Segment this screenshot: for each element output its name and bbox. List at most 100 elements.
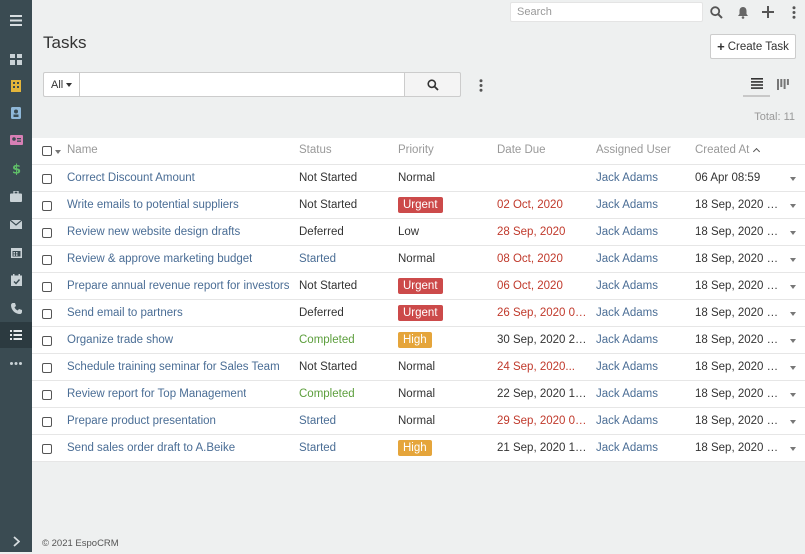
assigned-user-link[interactable]: Jack Adams [596, 253, 658, 265]
row-checkbox[interactable] [42, 444, 52, 454]
row-checkbox[interactable] [42, 363, 52, 373]
priority-badge: Urgent [398, 305, 443, 321]
more-icon[interactable] [0, 350, 32, 376]
task-name-link[interactable]: Prepare annual revenue report for invest… [67, 280, 290, 292]
task-status: Deferred [299, 307, 344, 319]
task-name-link[interactable]: Organize trade show [67, 334, 174, 346]
row-checkbox[interactable] [42, 174, 52, 184]
filter-preset-dropdown[interactable]: All [43, 72, 79, 97]
row-checkbox[interactable] [42, 201, 52, 211]
priority-badge: Urgent [398, 278, 443, 294]
kanban-view-icon[interactable] [772, 72, 794, 97]
cases-icon[interactable] [0, 183, 32, 209]
assigned-user-link[interactable]: Jack Adams [596, 226, 658, 238]
column-header-priority[interactable]: Priority [398, 144, 434, 156]
chevron-down-icon [66, 83, 73, 87]
create-task-button[interactable]: + Create Task [710, 34, 796, 59]
task-created-at: 18 Sep, 2020 06... [695, 307, 782, 319]
row-actions-dropdown-icon[interactable] [790, 366, 796, 370]
assigned-user-link[interactable]: Jack Adams [596, 442, 658, 454]
row-checkbox[interactable] [42, 417, 52, 427]
filter-search-input[interactable] [79, 72, 405, 97]
row-actions-dropdown-icon[interactable] [790, 204, 796, 208]
task-created-at: 18 Sep, 2020 06... [695, 442, 782, 454]
row-checkbox[interactable] [42, 390, 52, 400]
collapse-icon[interactable] [0, 528, 32, 554]
assigned-user-link[interactable]: Jack Adams [596, 172, 658, 184]
calls-icon[interactable] [0, 295, 32, 321]
row-actions-dropdown-icon[interactable] [790, 339, 796, 343]
table-row: Prepare product presentation Started Norma… [32, 408, 805, 435]
column-header-date-due[interactable]: Date Due [497, 144, 546, 156]
accounts-icon[interactable] [0, 73, 32, 99]
row-actions-dropdown-icon[interactable] [790, 420, 796, 424]
assigned-user-link[interactable]: Jack Adams [596, 334, 658, 346]
list-view-icon[interactable] [743, 72, 770, 97]
assigned-user-link[interactable]: Jack Adams [596, 199, 658, 211]
task-created-at: 18 Sep, 2020 06... [695, 361, 782, 373]
task-date-due: 24 Sep, 2020... [497, 361, 576, 373]
row-actions-dropdown-icon[interactable] [790, 393, 796, 397]
task-name-link[interactable]: Prepare product presentation [67, 415, 216, 427]
task-priority: Normal [398, 251, 435, 265]
emails-icon[interactable] [0, 211, 32, 237]
leads-icon[interactable] [0, 127, 32, 153]
table-row: Send email to partners Deferred Urgent 26 S… [32, 300, 805, 327]
select-all-dropdown-icon[interactable] [55, 150, 61, 154]
row-checkbox[interactable] [42, 309, 52, 319]
row-checkbox[interactable] [42, 282, 52, 292]
task-created-at: 06 Apr 08:59 [695, 172, 761, 184]
priority-text: Normal [398, 253, 436, 265]
task-name-link[interactable]: Schedule training seminar for Sales Team [67, 361, 280, 373]
assigned-user-link[interactable]: Jack Adams [596, 388, 658, 400]
menu-icon[interactable] [0, 7, 32, 33]
task-name-link[interactable]: Review new website design drafts [67, 226, 241, 238]
task-priority: Normal [398, 386, 435, 400]
contacts-icon[interactable] [0, 100, 32, 126]
column-header-status[interactable]: Status [299, 144, 332, 156]
assigned-user-link[interactable]: Jack Adams [596, 307, 658, 319]
row-checkbox[interactable] [42, 255, 52, 265]
notifications-bell-icon[interactable] [733, 2, 753, 22]
column-header-created-at[interactable]: Created At [695, 144, 761, 156]
task-name-link[interactable]: Review & approve marketing budget [67, 253, 253, 265]
assigned-user-link[interactable]: Jack Adams [596, 361, 658, 373]
task-name-link[interactable]: Correct Discount Amount [67, 172, 195, 184]
column-header-name[interactable]: Name [67, 144, 98, 156]
dashboard-icon[interactable] [0, 46, 32, 72]
task-name-link[interactable]: Send email to partners [67, 307, 183, 319]
priority-badge: High [398, 440, 432, 456]
task-name-link[interactable]: Write emails to potential suppliers [67, 199, 239, 211]
calendar-icon[interactable] [0, 239, 32, 265]
filter-search-button[interactable] [404, 72, 461, 97]
assigned-user-link[interactable]: Jack Adams [596, 415, 658, 427]
opportunities-icon[interactable]: $ [0, 155, 32, 181]
quick-create-plus-icon[interactable] [758, 2, 778, 22]
row-checkbox[interactable] [42, 228, 52, 238]
task-priority: Normal [398, 359, 435, 373]
user-menu-kebab-icon[interactable] [784, 2, 804, 22]
task-priority: High [398, 440, 432, 456]
column-header-assigned-user[interactable]: Assigned User [596, 144, 671, 156]
tasks-icon[interactable] [0, 322, 32, 348]
meetings-icon[interactable] [0, 267, 32, 293]
task-name-link[interactable]: Send sales order draft to A.Beike [67, 442, 236, 454]
row-actions-dropdown-icon[interactable] [790, 231, 796, 235]
task-date-due: 26 Sep, 2020 00... [497, 307, 587, 319]
row-actions-dropdown-icon[interactable] [790, 312, 796, 316]
row-actions-dropdown-icon[interactable] [790, 285, 796, 289]
search-icon[interactable] [706, 2, 726, 22]
priority-text: Low [398, 226, 420, 238]
filter-options-kebab-icon[interactable] [474, 76, 488, 94]
row-actions-dropdown-icon[interactable] [790, 258, 796, 262]
sort-ascending-icon [753, 147, 761, 156]
row-actions-dropdown-icon[interactable] [790, 447, 796, 451]
task-name-link[interactable]: Review report for Top Management [67, 388, 247, 400]
task-status: Completed [299, 388, 355, 400]
global-search-input[interactable] [510, 2, 703, 22]
row-actions-dropdown-icon[interactable] [790, 177, 796, 181]
assigned-user-link[interactable]: Jack Adams [596, 280, 658, 292]
row-checkbox[interactable] [42, 336, 52, 346]
table-row: Review & approve marketing budget Started… [32, 246, 805, 273]
select-all-checkbox[interactable] [42, 146, 52, 156]
